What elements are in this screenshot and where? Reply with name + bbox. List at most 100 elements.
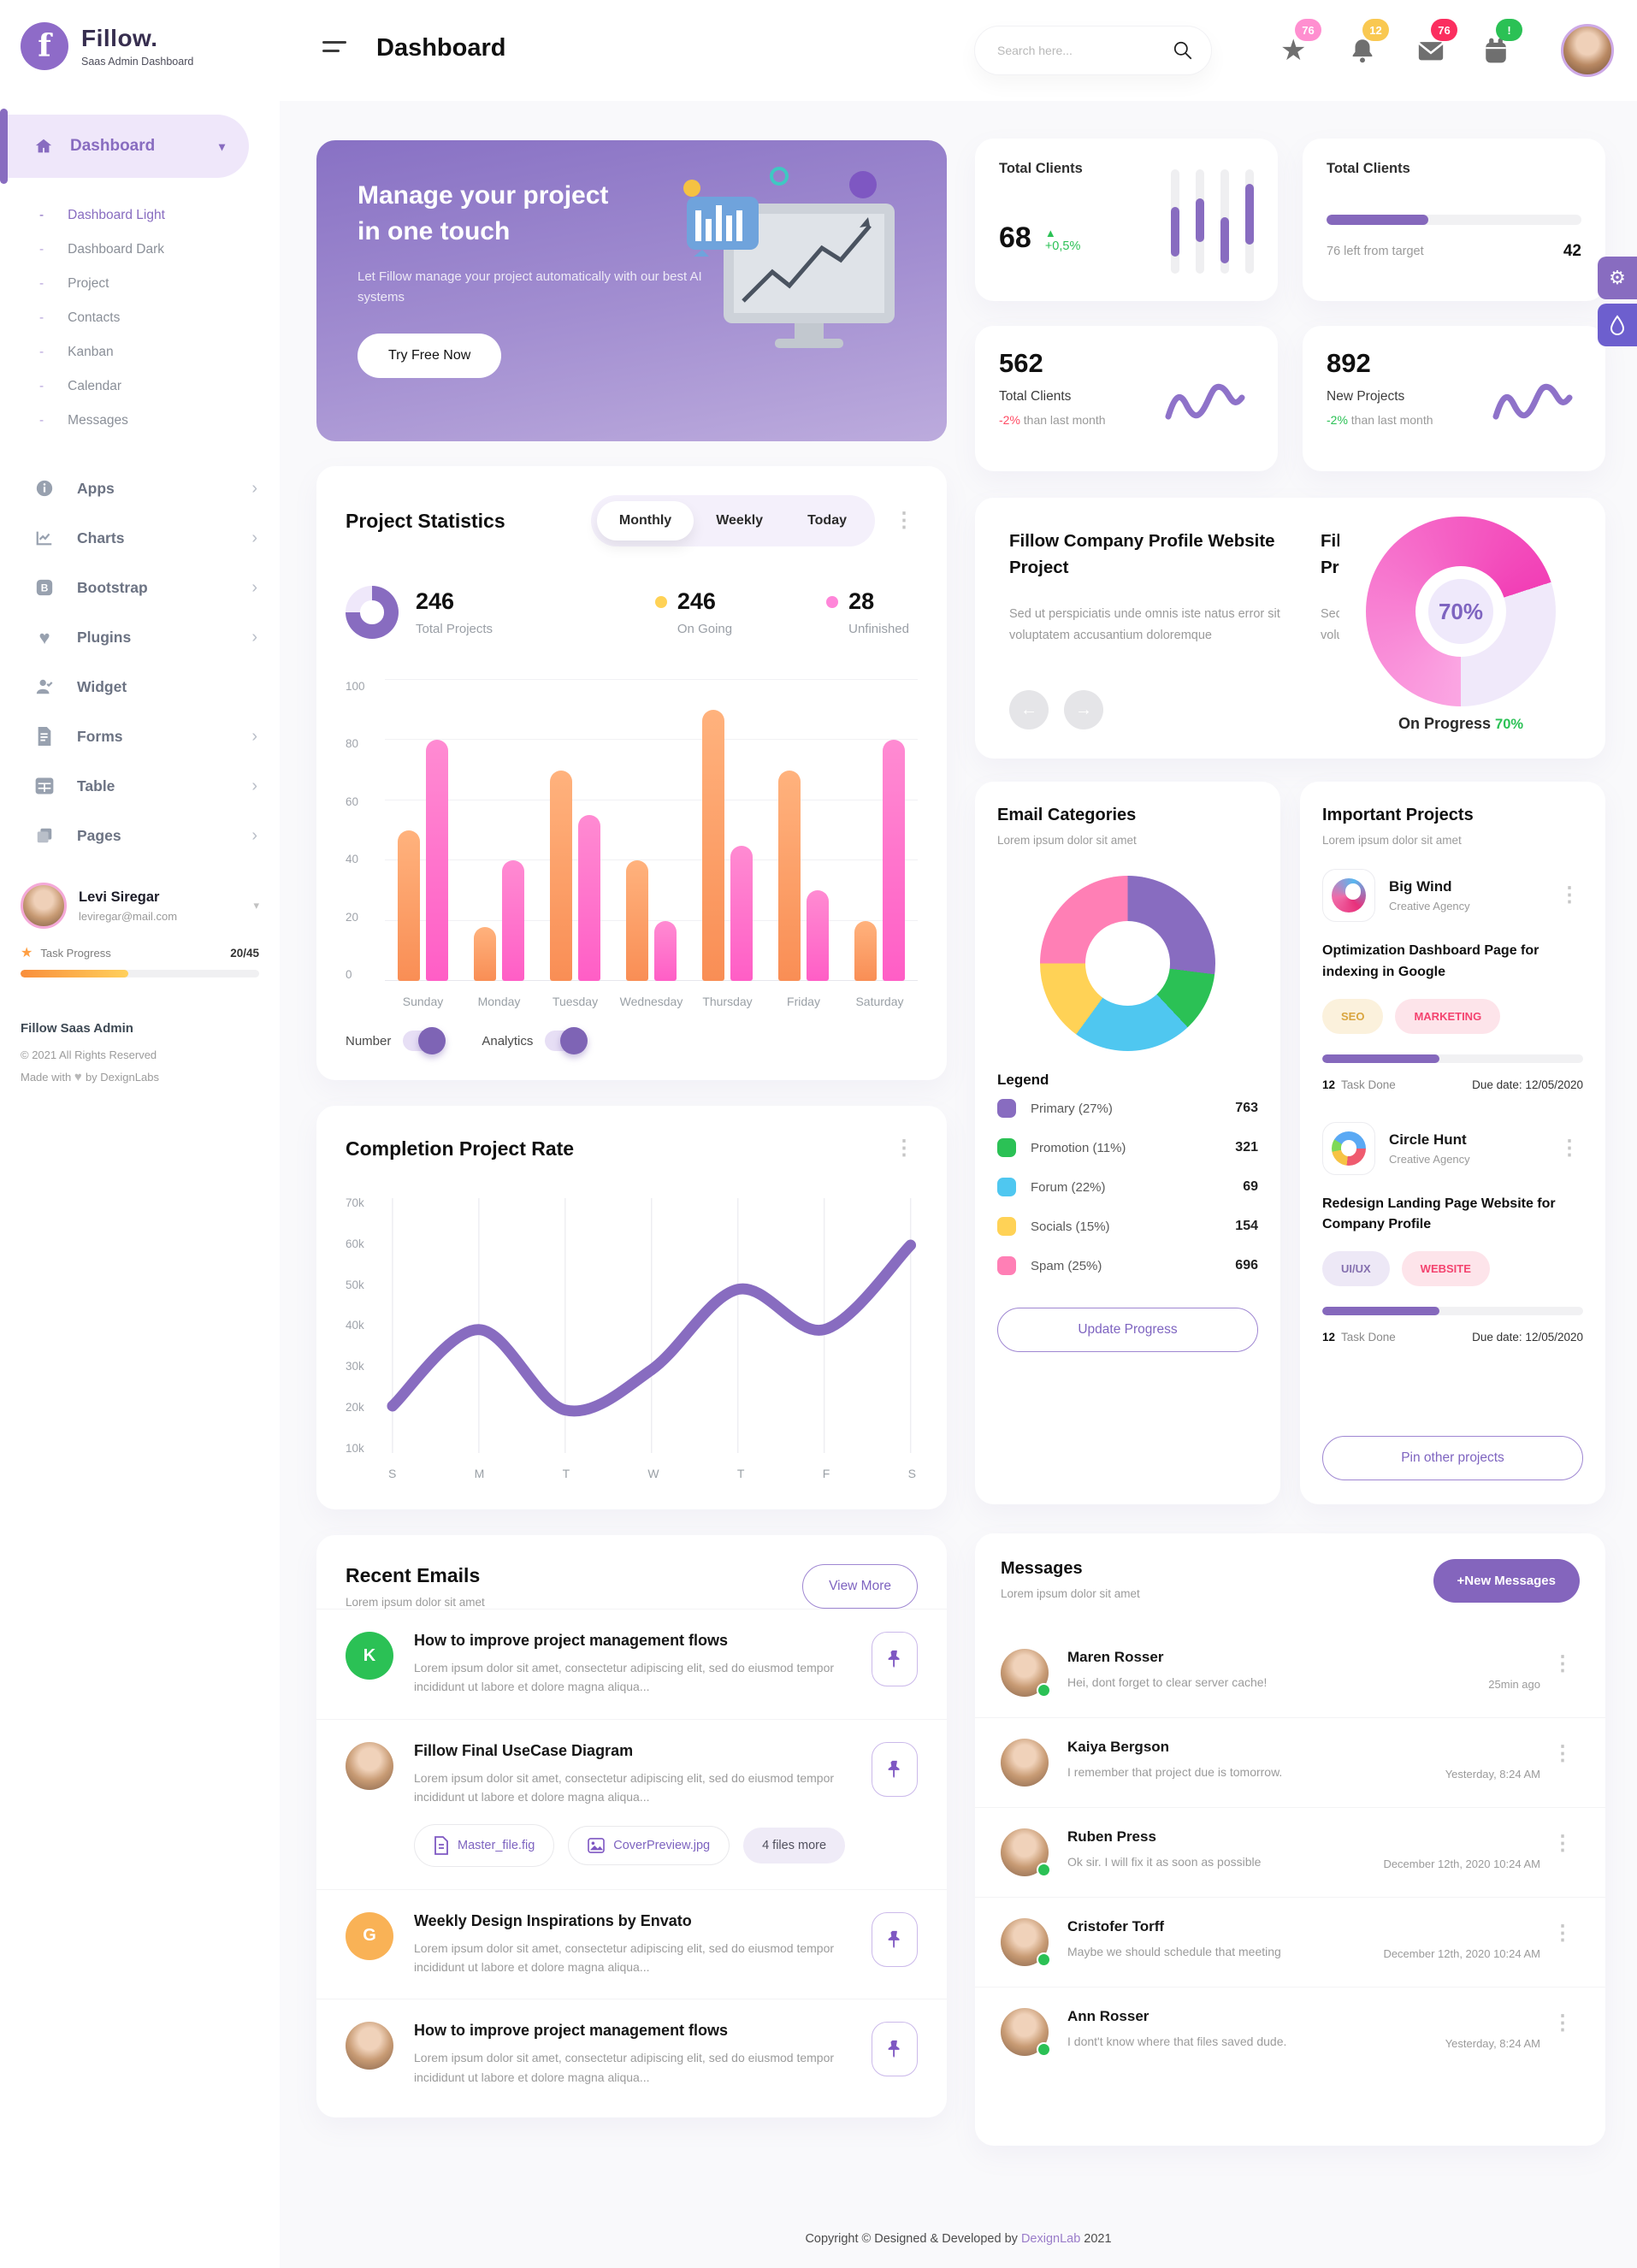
kebab-menu-icon[interactable]: ⋮ [1559, 1136, 1580, 1160]
tag-uiux[interactable]: UI/UX [1322, 1251, 1390, 1287]
tag-seo[interactable]: SEO [1322, 998, 1384, 1034]
message-text: I remember that project due is tomorrow. [1067, 1765, 1283, 1779]
sidebar-item-contacts[interactable]: - Contacts [39, 310, 121, 325]
legend-item: Forum (22%) 69 [997, 1167, 1258, 1207]
pin-button[interactable] [872, 1632, 918, 1686]
hamburger-menu-icon[interactable] [322, 41, 346, 58]
sidebar-item-forms[interactable]: Forms › [0, 712, 280, 761]
theme-fab[interactable] [1598, 304, 1637, 346]
avatar[interactable] [21, 883, 67, 929]
kebab-menu-icon[interactable]: ⋮ [1559, 883, 1580, 907]
sidebar-item-kanban[interactable]: - Kanban [39, 345, 114, 359]
kebab-menu-icon[interactable]: ⋮ [1552, 1832, 1573, 1855]
pin-button[interactable] [872, 1911, 918, 1967]
message-time: Yesterday, 8:24 AM [1445, 1768, 1540, 1781]
pin-button[interactable] [872, 1741, 918, 1797]
sidebar-item-calendar[interactable]: - Calendar [39, 379, 122, 393]
kebab-menu-icon[interactable]: ⋮ [1552, 1922, 1573, 1945]
chevron-right-icon: › [251, 478, 257, 498]
message-sender: Cristofer Torff [1067, 1918, 1165, 1934]
kebab-menu-icon[interactable]: ⋮ [894, 509, 914, 532]
banner-title: Manage your project in one touch [358, 181, 609, 245]
footer-brand-link[interactable]: DexignLab [1020, 2232, 1081, 2246]
brand-logo-icon: f [21, 22, 68, 70]
email-list-item[interactable]: K How to improve project management flow… [316, 1609, 947, 1719]
message-list-item[interactable]: Maren Rosser Hei, dont forget to clear s… [975, 1628, 1605, 1717]
task-progress-label: Task Progress [40, 946, 111, 960]
sidebar-item-table[interactable]: Table › [0, 761, 280, 811]
ongoing-value: 246 [677, 588, 716, 614]
try-free-button[interactable]: Try Free Now [358, 334, 502, 378]
email-list-item[interactable]: G Weekly Design Inspirations by Envato L… [316, 1888, 947, 1999]
brand-logo[interactable]: f Fillow. Saas Admin Dashboard [0, 0, 280, 70]
search-icon[interactable] [1172, 39, 1194, 62]
search-input[interactable] [997, 44, 1172, 57]
project-title: Redesign Landing Page Website for Compan… [1322, 1196, 1556, 1232]
kebab-menu-icon[interactable]: ⋮ [894, 1137, 914, 1160]
unfinished-dot [826, 595, 839, 608]
sidebar-item-pages[interactable]: Pages › [0, 811, 280, 860]
kebab-menu-icon[interactable]: ⋮ [1552, 1652, 1573, 1675]
main-content: Manage your project in one touch Let Fill… [280, 101, 1637, 2268]
profile-avatar[interactable] [1561, 24, 1614, 77]
slide-text: Sed ut perspiciatis unde omnis iste natu… [1009, 606, 1280, 642]
project-statistics-card: Project Statistics Monthly Weekly Today … [316, 466, 947, 1080]
clients-value: 68 [999, 221, 1031, 254]
kebab-menu-icon[interactable]: ⋮ [1552, 1742, 1573, 1765]
kebab-menu-icon[interactable]: ⋮ [1552, 2011, 1573, 2035]
tab-weekly[interactable]: Weekly [716, 513, 764, 528]
tag-website[interactable]: WEBSITE [1401, 1251, 1490, 1287]
gauge-value: 70% [1428, 579, 1493, 644]
more-files-pill[interactable]: 4 files more [743, 1827, 846, 1863]
chevron-down-icon[interactable]: ▾ [253, 899, 259, 912]
sidebar-item-plugins[interactable]: ♥ Plugins › [0, 612, 280, 662]
tag-marketing[interactable]: MARKETING [1395, 998, 1501, 1034]
update-progress-button[interactable]: Update Progress [997, 1308, 1258, 1352]
target-progress-fill [1327, 215, 1429, 225]
prev-slide-button[interactable]: ← [1009, 690, 1049, 729]
sidebar-item-project[interactable]: - Project [39, 276, 109, 291]
brand-name: Fillow. [81, 25, 158, 51]
message-list-item[interactable]: Kaiya Bergson I remember that project du… [975, 1717, 1605, 1807]
tab-monthly[interactable]: Monthly [596, 501, 694, 540]
clients-month-delta: -2% [999, 413, 1020, 427]
email-list-item[interactable]: How to improve project management flows … [316, 1999, 947, 2109]
attachment-image[interactable]: CoverPreview.jpg [568, 1825, 730, 1865]
orders-button[interactable]: ! [1481, 19, 1522, 68]
sidebar-item-dashboard[interactable]: Dashboard ▾ [0, 109, 249, 184]
total-projects-label: Total Projects [416, 622, 493, 636]
analytics-toggle[interactable] [545, 1027, 588, 1054]
notifications-button[interactable]: 12 [1348, 19, 1389, 68]
view-more-button[interactable]: View More [802, 1564, 918, 1609]
legend-item: Promotion (11%) 321 [997, 1128, 1258, 1167]
envelope-icon [1416, 36, 1449, 65]
next-slide-button[interactable]: → [1064, 690, 1103, 729]
message-list-item[interactable]: Ann Rosser I dont't know where that file… [975, 1987, 1605, 2076]
pin-button[interactable] [872, 2022, 918, 2077]
projects-month-card: 892 New Projects -2% than last month [1303, 326, 1605, 471]
bar-unfinished [730, 845, 753, 981]
pin-other-projects-button[interactable]: Pin other projects [1322, 1436, 1583, 1480]
sidebar-item-dashboard-light[interactable]: - Dashboard Light [39, 208, 165, 222]
favorites-button[interactable]: ★ 76 [1280, 19, 1321, 68]
table-icon [34, 776, 55, 796]
sidebar-item-widget[interactable]: Widget [0, 662, 280, 712]
message-list-item[interactable]: Cristofer Torff Maybe we should schedule… [975, 1897, 1605, 1987]
sidebar-item-dashboard-dark[interactable]: - Dashboard Dark [39, 242, 165, 257]
settings-fab[interactable]: ⚙ [1598, 257, 1637, 299]
clients-delta: +0,5% [1044, 239, 1081, 253]
email-list-item[interactable]: Fillow Final UseCase Diagram Lorem ipsum… [316, 1718, 947, 1889]
sidebar-item-messages[interactable]: - Messages [39, 413, 128, 428]
sidebar-item-bootstrap[interactable]: B Bootstrap › [0, 563, 280, 612]
sidebar-item-charts[interactable]: Charts › [0, 513, 280, 563]
bar-ongoing [474, 926, 496, 981]
message-list-item[interactable]: Ruben Press Ok sir. I will fix it as soo… [975, 1807, 1605, 1897]
bar-unfinished [883, 740, 905, 981]
chevron-right-icon: › [251, 776, 257, 795]
tab-today[interactable]: Today [807, 513, 847, 528]
attachment-file[interactable]: Master_file.fig [414, 1823, 555, 1867]
mail-button[interactable]: 76 [1416, 19, 1457, 68]
number-toggle[interactable] [403, 1027, 446, 1054]
sidebar-item-apps[interactable]: Apps › [0, 464, 280, 513]
new-messages-button[interactable]: +New Messages [1433, 1559, 1580, 1603]
